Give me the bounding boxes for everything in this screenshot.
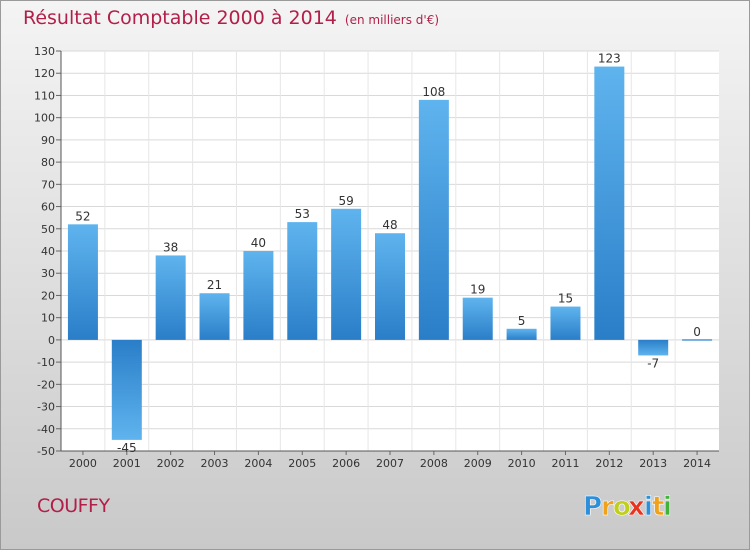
bar-2007 [375,233,405,340]
y-tick-label: 40 [41,245,55,258]
bar-2010 [506,328,537,340]
value-label-2003: 21 [207,278,222,292]
x-tick-label: 2012 [595,457,623,470]
bar-2006 [331,208,362,340]
x-tick-label: 2010 [508,457,536,470]
x-tick-label: 2000 [69,457,97,470]
y-tick-label: -30 [37,401,55,414]
bar-2001 [111,339,142,440]
y-tick-label: -40 [37,423,55,436]
value-label-2004: 40 [251,236,266,250]
value-label-2013: -7 [647,356,659,370]
value-label-2007: 48 [382,218,397,232]
value-label-2014: 0 [693,325,701,339]
x-tick-label: 2004 [244,457,272,470]
logo-letter: i [644,492,653,522]
y-tick-label: 0 [48,334,55,347]
bar-2011 [550,306,581,340]
y-tick-label: -10 [37,356,55,369]
value-label-2009: 19 [470,283,485,297]
logo-letter: P [583,492,602,522]
y-tick-label: 50 [41,223,55,236]
value-label-2002: 38 [163,240,178,254]
x-tick-label: 2013 [639,457,667,470]
logo-letter: t [652,492,664,522]
y-tick-label: 110 [34,89,55,102]
x-tick-label: 2014 [683,457,711,470]
y-tick-label: -50 [37,445,55,458]
y-tick-label: 20 [41,289,55,302]
x-tick-label: 2002 [157,457,185,470]
chart-unit: (en milliers d'€) [344,13,440,27]
value-label-2010: 5 [518,314,526,328]
commune-name: COUFFY [37,495,110,517]
value-label-2005: 53 [295,207,310,221]
bar-2014 [682,339,713,341]
x-tick-label: 2011 [551,457,579,470]
bar-2002 [155,255,186,340]
value-label-2008: 108 [422,85,445,99]
x-tick-label: 2001 [113,457,141,470]
bar-2004 [243,251,274,340]
bar-2000 [67,224,98,340]
y-tick-label: -20 [37,378,55,391]
chart-title: Résultat Comptable 2000 à 2014 [23,7,337,29]
y-tick-label: 10 [41,312,55,325]
bar-2013 [638,339,669,356]
x-tick-label: 2003 [201,457,229,470]
x-tick-label: 2006 [332,457,360,470]
proxiti-logo: Pr ox i ti [583,492,672,523]
chart-title-line: Résultat Comptable 2000 à 2014 (en millie… [23,7,439,29]
value-label-2001: -45 [117,441,137,455]
value-label-2000: 52 [75,209,90,223]
x-tick-label: 2008 [420,457,448,470]
logo-letter: o [613,492,631,522]
y-tick-label: 90 [41,134,55,147]
bar-2005 [287,222,318,340]
y-tick-label: 130 [34,45,55,58]
bar-2008 [418,99,449,340]
value-label-2006: 59 [338,194,353,208]
x-tick-label: 2007 [376,457,404,470]
value-label-2011: 15 [558,292,573,306]
y-tick-label: 100 [34,112,55,125]
y-tick-label: 120 [34,67,55,80]
y-tick-label: 70 [41,178,55,191]
y-tick-label: 30 [41,267,55,280]
logo-letter: r [601,492,614,522]
bar-2012 [594,66,625,340]
y-tick-label: 60 [41,201,55,214]
logo-letter: x [628,492,645,522]
logo-letter: i [663,492,672,522]
value-label-2012: 123 [598,52,621,66]
x-tick-label: 2009 [464,457,492,470]
y-tick-label: 80 [41,156,55,169]
bar-2009 [462,297,493,340]
x-tick-label: 2005 [288,457,316,470]
bar-2003 [199,293,230,340]
